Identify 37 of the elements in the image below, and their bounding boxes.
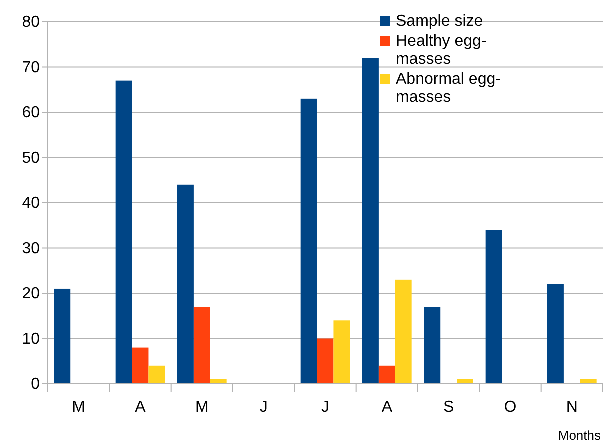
bar [116,80,132,384]
x-axis-title: Months [558,428,602,443]
y-tick-label: 70 [22,59,40,76]
bar [317,338,334,384]
x-tick-label: O [504,399,517,416]
bar [148,366,166,384]
bar [362,58,379,384]
y-tick-label: 50 [22,150,40,167]
bar [132,348,149,384]
x-tick-label: A [382,399,393,416]
x-tick-label: S [443,399,454,416]
bar [395,280,412,384]
x-tick-label: M [72,399,86,416]
x-tick-label: J [322,399,330,416]
bar [424,307,441,384]
x-tick-label: J [260,399,268,416]
y-tick-label: 0 [31,376,40,393]
legend-label: Sample size [396,13,484,30]
legend-label: Abnormal egg-masses [396,71,501,106]
y-tick-label: 30 [22,240,40,258]
y-tick-label: 80 [22,14,40,31]
y-tick-label: 40 [22,195,40,212]
y-tick-label: 20 [22,286,40,302]
bar [300,98,318,384]
x-tick-label: M [196,399,209,416]
bar [548,284,564,384]
bar [378,366,396,384]
bar [194,307,210,384]
x-tick-label: N [566,399,578,416]
bar [486,230,502,384]
bar [54,288,71,384]
y-tick-label: 60 [22,104,40,122]
legend-label: Healthy egg-masses [396,33,487,68]
y-tick-label: 10 [22,330,40,348]
x-tick-label: A [135,399,146,416]
bar [178,184,194,384]
bar [334,320,350,384]
